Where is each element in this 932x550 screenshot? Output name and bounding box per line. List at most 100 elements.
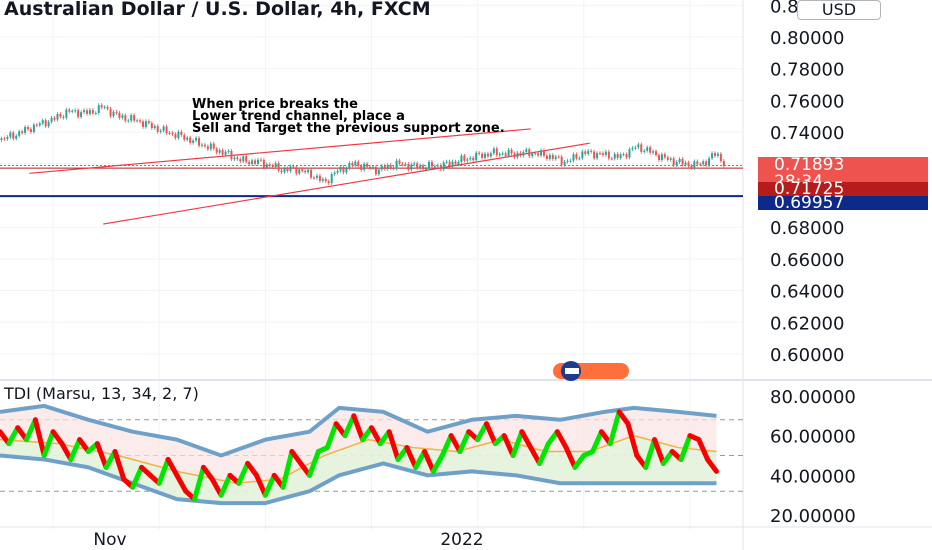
candle-body <box>672 158 675 166</box>
candle-body <box>380 165 383 170</box>
candle-body <box>392 167 395 169</box>
candle-body <box>545 155 548 159</box>
y-tick-label: 0.64000 <box>770 282 844 303</box>
candle-body <box>236 157 239 160</box>
candle-body <box>0 138 3 141</box>
candle-body <box>103 107 106 109</box>
tdi-fast-line-segment <box>430 453 445 474</box>
tdi-fast-line-segment <box>324 421 339 451</box>
candle-body <box>198 137 201 146</box>
candle-body <box>404 163 407 165</box>
candle-body <box>422 165 425 170</box>
tdi-fast-line-segment <box>386 429 401 462</box>
y-tick-label: 0.76000 <box>770 91 844 112</box>
tdi-y-tick-label: 20.00000 <box>770 506 856 527</box>
candle-body <box>519 152 522 156</box>
candle-body <box>147 121 150 124</box>
candle-body <box>599 153 602 155</box>
candle-body <box>711 153 714 159</box>
y-tick-label: 0.60000 <box>770 345 844 366</box>
tdi-fast-line-segment <box>351 413 366 443</box>
candle-body <box>156 126 159 132</box>
candle-body <box>212 143 215 149</box>
y-tick-label: 0.78000 <box>770 60 844 81</box>
candle-body <box>203 144 206 147</box>
candle-body <box>118 112 121 118</box>
candle-body <box>578 158 581 160</box>
candle-body <box>251 160 254 165</box>
candle-body <box>531 153 534 157</box>
currency-button[interactable]: USD <box>797 0 881 20</box>
tdi-fast-line-segment <box>510 429 525 458</box>
candle-body <box>195 137 198 141</box>
note-line: Sell and Target the previous support zon… <box>192 121 505 136</box>
y-tick-label: 0.66000 <box>770 250 844 271</box>
tdi-fast-line-segment <box>32 417 47 458</box>
y-tick-label: 0.74000 <box>770 123 844 144</box>
candle-body <box>307 169 310 173</box>
candle-body <box>313 177 316 179</box>
candle-body <box>401 163 404 165</box>
tdi-fast-line-segment <box>156 456 171 486</box>
chart-annotation-note: When price breaks the Lower trend channe… <box>192 98 505 136</box>
candle-body <box>62 116 65 118</box>
candle-body <box>74 110 77 112</box>
candle-body <box>21 131 24 133</box>
candle-body <box>657 155 660 160</box>
candle-body <box>427 161 430 169</box>
tdi-fast-line-segment <box>6 425 21 447</box>
tdi-fast-line-segment <box>501 433 516 458</box>
candle-body <box>416 163 419 169</box>
tdi-fast-line-segment <box>165 456 180 478</box>
candle-body <box>321 179 324 181</box>
candle-body <box>65 109 68 118</box>
candle-body <box>410 164 413 170</box>
y-tick-label: 0.68000 <box>770 218 844 239</box>
candle-body <box>218 150 221 153</box>
candle-body <box>398 160 401 164</box>
chart-title: Australian Dollar / U.S. Dollar, 4h, FXC… <box>4 0 431 20</box>
candle-body <box>581 151 584 159</box>
candle-body <box>27 127 30 130</box>
candle-body <box>109 108 112 117</box>
candle-body <box>339 166 342 171</box>
candle-body <box>342 166 345 173</box>
candle-body <box>35 124 38 126</box>
candle-body <box>613 153 616 159</box>
candle-body <box>259 159 262 161</box>
support-level-tag: 0.69957 <box>758 195 928 212</box>
candle-body <box>640 144 643 152</box>
candle-body <box>389 164 392 168</box>
candle-body <box>68 109 71 112</box>
candle-body <box>481 153 484 158</box>
candle-body <box>200 144 203 146</box>
candle-body <box>139 120 142 122</box>
candle-body <box>94 113 97 115</box>
candle-body <box>32 124 35 132</box>
candle-body <box>233 157 236 160</box>
tdi-fast-line-segment <box>422 449 436 474</box>
candle-body <box>277 163 280 171</box>
tdi-fast-line-segment <box>218 472 233 498</box>
candle-body <box>460 155 463 162</box>
candle-body <box>684 162 687 165</box>
tdi-fast-line-segment <box>483 421 498 447</box>
candle-body <box>528 149 531 157</box>
tdi-fast-line-segment <box>563 445 578 470</box>
candle-body <box>354 161 357 166</box>
candle-body <box>366 163 369 167</box>
candle-body <box>643 150 646 152</box>
candle-body <box>9 132 12 137</box>
candle-body <box>669 158 672 160</box>
candle-body <box>383 165 386 170</box>
candle-body <box>29 129 32 132</box>
candle-body <box>136 120 139 122</box>
candle-body <box>566 160 569 162</box>
x-tick-label: 2022 <box>440 530 483 550</box>
candle-body <box>80 112 83 117</box>
tdi-y-tick-label: 40.00000 <box>770 466 856 487</box>
candle-body <box>584 151 587 154</box>
candle-body <box>150 123 153 129</box>
candle-body <box>454 161 457 165</box>
